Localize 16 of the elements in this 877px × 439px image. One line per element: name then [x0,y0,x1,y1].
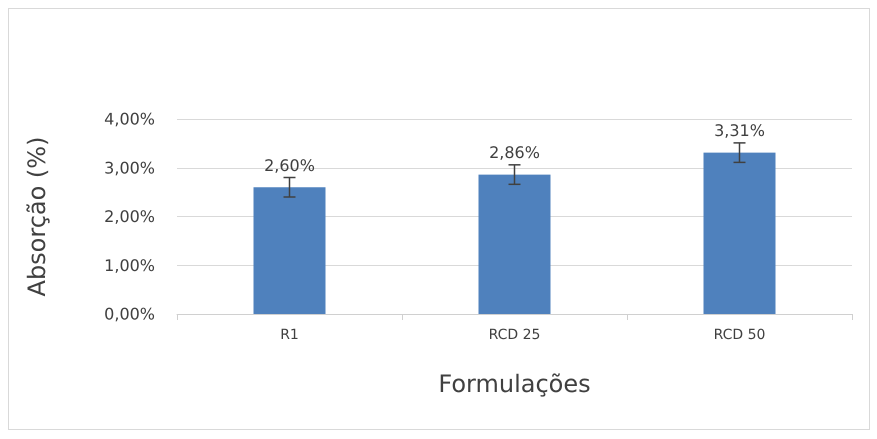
bar [254,187,326,314]
y-axis-title: Absorção (%) [23,136,51,296]
x-tick-label: RCD 25 [488,327,540,343]
x-tick-label: RCD 50 [714,327,766,343]
data-label: 2,86% [489,143,540,162]
y-tick-label: 0,00% [104,304,155,324]
y-tick-label: 2,00% [104,207,155,226]
x-axis-title: Formulações [438,370,591,398]
y-tick-label: 4,00% [104,110,155,128]
x-tick-label: R1 [280,327,299,343]
y-tick-label: 3,00% [104,158,155,178]
bar [478,174,550,314]
data-label: 3,31% [714,121,765,140]
data-label: 2,60% [264,156,315,175]
y-tick-label: 1,00% [104,256,155,275]
bar [704,152,776,314]
